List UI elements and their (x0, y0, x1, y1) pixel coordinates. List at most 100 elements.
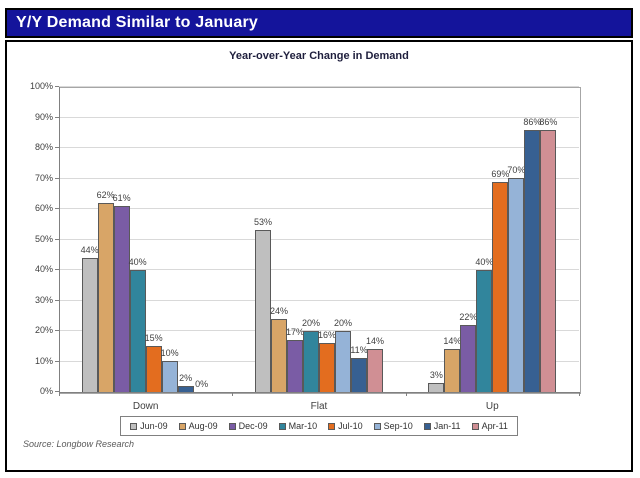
y-axis-label: 30% (34, 294, 53, 305)
value-label: 70% (507, 165, 526, 175)
value-label: 2% (179, 373, 193, 383)
bar-Aug-09-Flat (271, 319, 287, 392)
x-axis-tick (59, 392, 60, 396)
legend-label: Apr-11 (481, 421, 508, 431)
value-label: 53% (253, 217, 272, 227)
y-axis-tick (55, 177, 59, 179)
legend-label: Mar-10 (288, 421, 318, 431)
legend-label: Sep-10 (383, 421, 413, 431)
bar-Jul-10-Flat (319, 343, 335, 392)
y-axis-label: 60% (34, 203, 53, 213)
value-label: 40% (475, 257, 494, 267)
value-label: 86% (523, 117, 542, 127)
bar-Jun-09-Flat (255, 230, 271, 392)
bar-Mar-10-Flat (303, 331, 319, 392)
legend-swatch-icon (373, 422, 381, 430)
legend-swatch-icon (130, 422, 138, 430)
value-label: 22% (459, 312, 478, 322)
x-axis-tick (579, 392, 580, 396)
y-axis-label: 80% (34, 142, 53, 152)
y-axis-label: 100% (29, 81, 53, 91)
gridline (59, 238, 579, 240)
bar-Apr-11-Flat (367, 349, 383, 392)
gridline (59, 269, 579, 270)
y-axis-tick (55, 269, 59, 270)
value-label: 11% (350, 345, 368, 355)
bar-Dec-09-Down (113, 206, 130, 392)
value-label: 69% (491, 169, 510, 179)
legend-swatch-icon (178, 422, 186, 430)
legend-label: Jul-10 (338, 421, 363, 431)
chart-legend: Jun-09 Aug-09 Dec-09 Mar-10 Jul-10 Sep-10 Jan-… (120, 416, 518, 436)
value-label: 14% (365, 336, 384, 346)
y-axis-line (59, 87, 60, 392)
gridline (59, 177, 579, 179)
bar-Jun-09-Down (81, 258, 98, 392)
value-label: 14% (443, 336, 462, 346)
legend-swatch-icon (423, 422, 431, 430)
slide-title-bar: Y/Y Demand Similar to January (5, 8, 633, 38)
gridline (59, 116, 579, 118)
legend-item-Jul-10: Jul-10 (328, 421, 363, 431)
x-axis-tick (405, 392, 407, 396)
legend-label: Jun-09 (140, 421, 168, 431)
value-label: 44% (80, 245, 99, 255)
gridline (59, 299, 579, 301)
y-axis-tick (55, 299, 59, 301)
value-label: 16% (317, 330, 336, 340)
source-note: Source: Longbow Research (23, 439, 135, 449)
value-label: 20% (333, 318, 352, 328)
bar-Dec-09-Up (460, 325, 477, 392)
y-axis-tick (55, 208, 59, 209)
legend-swatch-icon (328, 422, 336, 430)
bar-Jan-11-Down (177, 386, 194, 392)
x-category-label: Up (485, 401, 499, 412)
value-label: 40% (128, 257, 147, 267)
chart-panel: Year-over-Year Change in Demand 0% 10% 20%… (5, 40, 633, 472)
value-label: 86% (539, 117, 558, 127)
y-axis-label: 90% (34, 111, 53, 122)
bar-Aug-09-Up (444, 349, 461, 392)
chart-title: Year-over-Year Change in Demand (229, 50, 409, 62)
x-category-label: Flat (310, 401, 328, 412)
legend-item-Apr-11: Apr-11 (471, 421, 508, 431)
value-label: 17% (285, 327, 304, 337)
bar-Jan-11-Up (524, 130, 541, 392)
x-category-label: Down (132, 401, 159, 412)
y-axis-tick (55, 330, 59, 331)
legend-label: Aug-09 (188, 421, 218, 431)
legend-label: Dec-09 (238, 421, 268, 431)
gridline (59, 208, 579, 209)
y-axis-tick (55, 360, 59, 362)
bar-Sep-10-Up (508, 178, 525, 392)
legend-swatch-icon (471, 422, 479, 430)
y-axis-label: 10% (34, 355, 53, 366)
gridline (59, 147, 579, 148)
legend-item-Aug-09: Aug-09 (178, 421, 218, 431)
bar-Jul-10-Up (492, 182, 509, 392)
bar-Sep-10-Flat (335, 331, 351, 392)
y-axis-label: 40% (34, 264, 53, 274)
slide-title: Y/Y Demand Similar to January (16, 14, 259, 31)
y-axis-label: 70% (34, 172, 53, 183)
bar-Mar-10-Down (129, 270, 146, 392)
legend-item-Jan-11: Jan-11 (423, 421, 461, 431)
y-axis-tick (55, 238, 59, 240)
value-label: 20% (301, 318, 320, 328)
x-axis-tick (232, 392, 234, 396)
bar-Aug-09-Down (97, 203, 114, 392)
legend-swatch-icon (228, 422, 236, 430)
value-label: 15% (144, 333, 163, 343)
y-axis-tick (55, 391, 59, 392)
legend-item-Mar-10: Mar-10 (278, 421, 318, 431)
value-label: 61% (112, 193, 131, 203)
y-axis-tick (55, 147, 59, 148)
gridline (59, 86, 579, 87)
bar-Jul-10-Down (145, 346, 162, 392)
legend-swatch-icon (278, 422, 286, 430)
value-label: 62% (96, 190, 115, 200)
bar-Jan-11-Flat (351, 358, 367, 392)
legend-item-Dec-09: Dec-09 (228, 421, 268, 431)
bar-Sep-10-Down (161, 361, 178, 392)
bar-Jun-09-Up (428, 383, 445, 392)
